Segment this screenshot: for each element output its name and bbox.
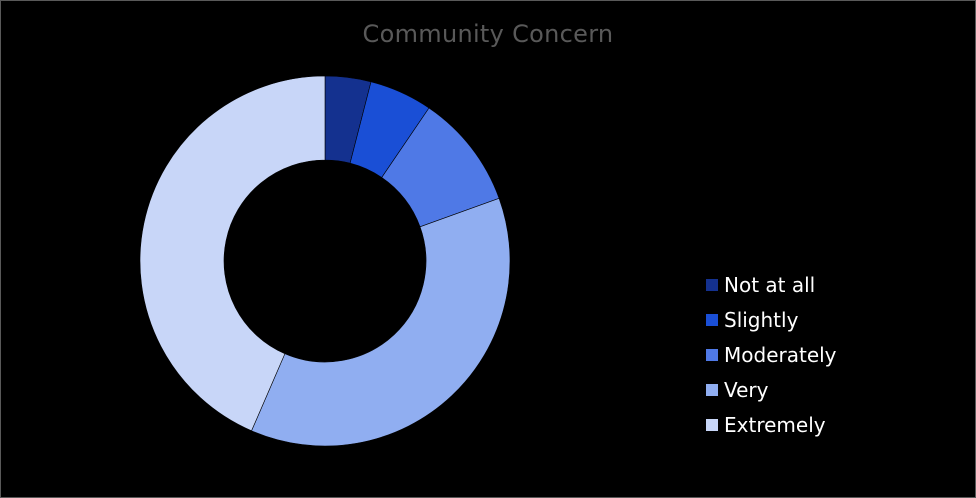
legend-swatch (706, 348, 718, 361)
legend-swatch (706, 279, 718, 292)
legend-label: Moderately (724, 342, 837, 367)
chart-title: Community Concern (362, 20, 614, 48)
donut-slice-very (251, 197, 511, 447)
legend-label: Very (724, 377, 769, 402)
legend-swatch (706, 314, 718, 327)
legend-label: Extremely (724, 412, 826, 437)
legend-label: Slightly (724, 308, 799, 333)
legend-item-moderately: Moderately (706, 338, 837, 373)
legend-item-very: Very (706, 372, 837, 407)
chart-legend: Not at all Slightly Moderately Very Extremel… (706, 268, 837, 442)
legend-item-not-at-all: Not at all (706, 268, 837, 303)
donut-slice-extremely (139, 75, 326, 432)
legend-label: Not at all (724, 273, 816, 298)
legend-item-slightly: Slightly (706, 303, 837, 338)
legend-item-extremely: Extremely (706, 407, 837, 442)
legend-swatch (706, 383, 718, 396)
legend-swatch (706, 418, 718, 431)
